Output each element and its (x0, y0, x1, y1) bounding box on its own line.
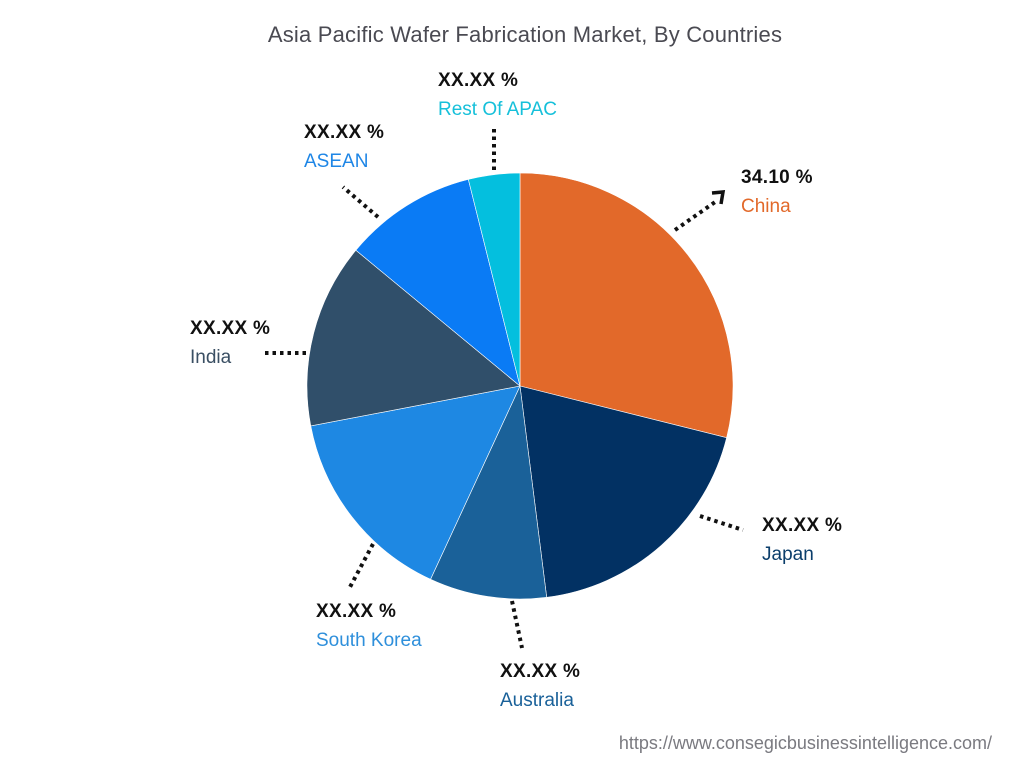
value-south-korea: XX.XX % (316, 601, 397, 622)
value-china: 34.10 % (741, 167, 813, 188)
value-australia: XX.XX % (500, 661, 581, 682)
label-japan: XX.XX % Japan (762, 516, 842, 564)
pie-slice-india (306, 249, 521, 427)
pie-slice-rest-of-apac (467, 172, 521, 387)
connector-china (673, 198, 720, 232)
value-asean: XX.XX % (304, 122, 385, 143)
value-japan: XX.XX % (762, 515, 843, 536)
connector-australia (510, 600, 524, 649)
value-rest-of-apac: XX.XX % (438, 70, 519, 91)
pie-slice-asean (355, 178, 521, 387)
label-asean: XX.XX % ASEAN (304, 123, 384, 171)
label-india: XX.XX % India (190, 319, 270, 367)
connector-asean (341, 185, 380, 219)
value-india: XX.XX % (190, 318, 271, 339)
label-rest-of-apac: XX.XX % Rest Of APAC (438, 71, 557, 119)
source-url: https://www.consegicbusinessintelligence… (618, 733, 992, 753)
pie-slice-china (519, 172, 734, 439)
label-south-korea: XX.XX % South Korea (316, 602, 422, 650)
name-australia: Australia (500, 690, 574, 711)
connector-japan (699, 514, 744, 532)
name-india: India (190, 347, 232, 368)
chart-title: Asia Pacific Wafer Fabrication Market, B… (267, 22, 783, 47)
pie-slices (306, 172, 734, 600)
pie-slice-japan (519, 385, 728, 598)
name-rest-of-apac: Rest Of APAC (438, 99, 557, 120)
pie-slice-australia (430, 384, 548, 600)
name-south-korea: South Korea (316, 630, 422, 651)
name-china: China (741, 196, 791, 217)
label-australia: XX.XX % Australia (500, 662, 580, 710)
name-asean: ASEAN (304, 151, 369, 172)
pie-slice-south-korea (310, 385, 521, 580)
callout-connectors (262, 125, 744, 649)
arrow-head-china (711, 190, 726, 205)
label-china: 34.10 % China (741, 168, 813, 216)
connector-south-korea (348, 543, 375, 588)
name-japan: Japan (762, 544, 814, 565)
